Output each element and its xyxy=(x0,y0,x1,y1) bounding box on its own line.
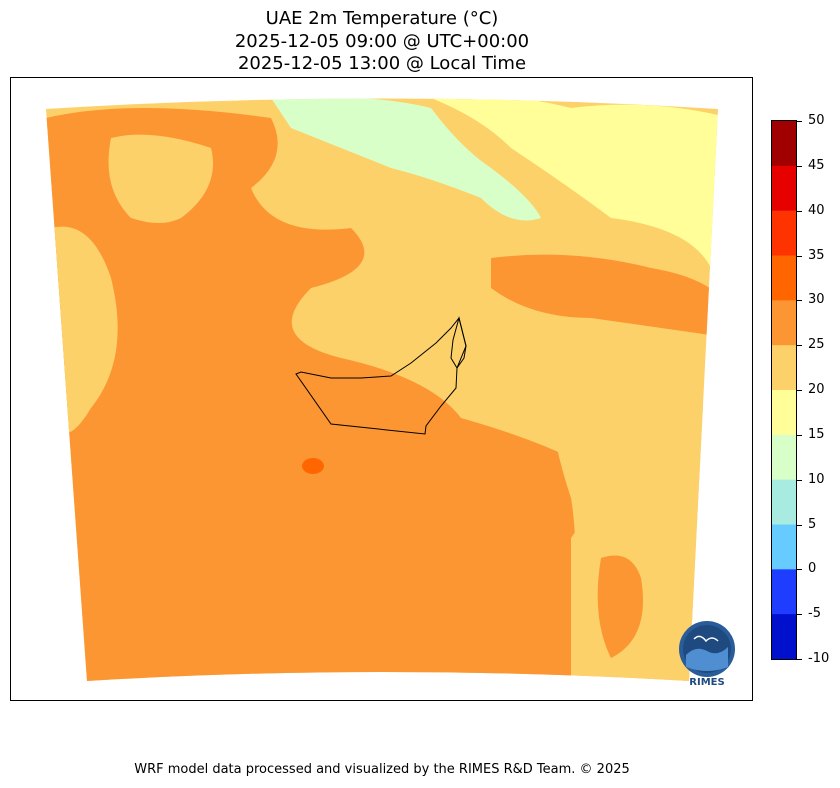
map-title: UAE 2m Temperature (°C) xyxy=(265,8,499,29)
band-10-15 xyxy=(271,98,541,221)
colorbar-tick-mark xyxy=(797,345,802,347)
colorbar-scale xyxy=(772,121,796,659)
local-time-subtitle: 2025-12-05 13:00 @ Local Time xyxy=(237,53,527,74)
colorbar-segment xyxy=(772,255,796,301)
utc-time-subtitle: 2025-12-05 09:00 @ UTC+00:00 xyxy=(234,31,530,52)
colorbar-segment xyxy=(772,390,796,436)
colorbar-tick-label: -5 xyxy=(808,606,821,622)
colorbar-tick-label: 40 xyxy=(808,202,825,218)
temperature-field xyxy=(46,98,718,681)
band-20-25-coast xyxy=(51,226,118,433)
colorbar-tick-label: 45 xyxy=(808,157,825,173)
band-25-30-north xyxy=(491,254,718,338)
colorbar-tick-mark xyxy=(797,390,802,391)
band-25-30-patch xyxy=(597,555,643,658)
colorbar-segment xyxy=(772,614,796,659)
colorbar-segment xyxy=(772,345,796,391)
colorbar-tick-label: 20 xyxy=(808,382,825,397)
band-25-30-main xyxy=(46,108,586,681)
colorbar-tick-mark xyxy=(797,659,802,660)
colorbar-segment xyxy=(772,524,796,570)
colorbar-tick-label: 30 xyxy=(808,292,825,308)
colorbar-segment xyxy=(772,210,796,256)
uae-border xyxy=(295,316,467,435)
colorbar-tick-mark xyxy=(797,434,802,436)
band-15-20 xyxy=(211,98,718,268)
colorbar-segment xyxy=(772,479,796,525)
colorbar-tick-mark xyxy=(797,614,802,616)
band-30-35-spot xyxy=(302,458,324,474)
colorbar-tick-label: 35 xyxy=(808,247,825,263)
colorbar-segment xyxy=(772,569,796,615)
colorbar-tick-mark xyxy=(797,300,802,302)
colorbar-tick-mark xyxy=(797,165,802,167)
colorbar xyxy=(771,120,797,660)
colorbar-tick-mark xyxy=(797,255,802,257)
colorbar-segment xyxy=(772,434,796,481)
colorbar-tick-mark xyxy=(797,121,802,122)
colorbar-segment xyxy=(772,165,796,212)
band-20-25-east xyxy=(551,388,711,681)
colorbar-tick-label: 0 xyxy=(808,561,817,577)
colorbar-segment xyxy=(772,121,796,167)
temperature-map xyxy=(46,98,718,681)
colorbar-segment xyxy=(772,300,796,346)
logo-text: RIMES xyxy=(689,677,724,687)
rimes-logo: RIMES xyxy=(679,621,735,687)
colorbar-tick-label: 15 xyxy=(808,426,825,442)
colorbar-tick-mark xyxy=(797,569,802,571)
map-frame xyxy=(10,77,753,701)
colorbar-tick-mark xyxy=(797,210,802,212)
colorbar-tick-mark xyxy=(797,524,802,526)
colorbar-tick-label: 25 xyxy=(808,337,825,353)
credit-footer: WRF model data processed and visualized … xyxy=(134,762,630,777)
band-20-25-west xyxy=(108,134,213,223)
colorbar-tick-mark xyxy=(797,479,802,481)
colorbar-tick-label: -10 xyxy=(808,651,830,666)
colorbar-tick-label: 10 xyxy=(808,471,825,487)
colorbar-tick-label: 5 xyxy=(808,516,817,532)
colorbar-tick-label: 50 xyxy=(808,113,825,128)
